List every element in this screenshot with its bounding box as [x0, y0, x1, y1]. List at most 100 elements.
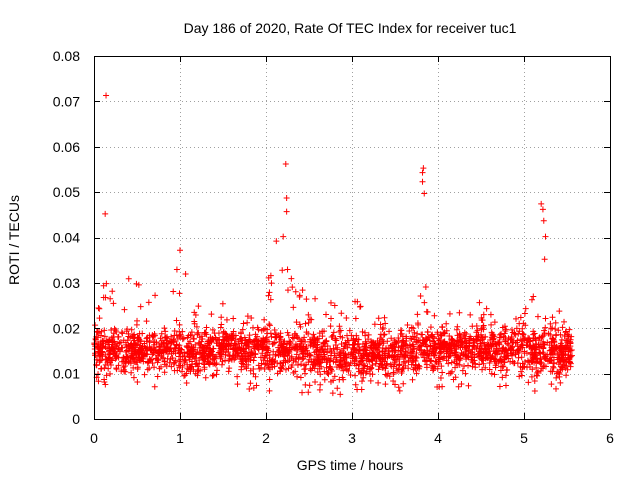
data-point — [467, 350, 474, 357]
data-point — [491, 319, 498, 326]
y-tick-label: 0.03 — [53, 275, 80, 291]
data-point — [473, 345, 480, 352]
data-point — [306, 382, 313, 389]
data-point — [275, 348, 282, 355]
data-point — [323, 311, 330, 318]
data-point — [108, 327, 115, 334]
data-point-outlier — [283, 208, 290, 215]
data-point — [241, 334, 248, 341]
data-point — [519, 330, 526, 337]
data-point — [556, 371, 563, 378]
data-point — [181, 358, 188, 365]
y-tick-label: 0.06 — [53, 139, 80, 155]
data-point — [284, 287, 291, 294]
data-point — [201, 366, 208, 373]
data-point — [125, 275, 132, 282]
data-point — [308, 316, 315, 323]
data-point — [161, 361, 168, 368]
data-point — [280, 359, 287, 366]
data-point — [334, 385, 341, 392]
data-point — [344, 332, 351, 339]
data-point — [116, 340, 123, 347]
data-point — [226, 352, 233, 359]
data-point — [164, 343, 171, 350]
data-point — [157, 344, 164, 351]
data-point — [239, 326, 246, 333]
data-point — [453, 346, 460, 353]
data-point — [312, 378, 319, 385]
data-point — [296, 354, 303, 361]
data-point — [423, 308, 430, 315]
data-point — [382, 345, 389, 352]
data-point — [472, 364, 479, 371]
data-point — [406, 342, 413, 349]
data-point — [443, 320, 450, 327]
data-point — [507, 350, 514, 357]
data-point — [502, 348, 509, 355]
data-point — [550, 359, 557, 366]
data-point — [247, 352, 254, 359]
data-point — [556, 355, 563, 362]
data-point — [267, 296, 274, 303]
data-point — [502, 338, 509, 345]
data-point — [179, 353, 186, 360]
data-point — [260, 343, 267, 350]
data-point — [92, 343, 99, 350]
data-point-outlier — [540, 217, 547, 224]
data-point — [347, 371, 354, 378]
data-point — [299, 337, 306, 344]
data-point — [252, 331, 259, 338]
data-point — [519, 360, 526, 367]
data-point — [491, 371, 498, 378]
data-point — [547, 368, 554, 375]
y-tick-label: 0.01 — [53, 366, 80, 382]
y-tick-label: 0 — [72, 411, 80, 427]
data-point — [529, 358, 536, 365]
data-point — [388, 335, 395, 342]
data-point — [488, 342, 495, 349]
data-point — [459, 344, 466, 351]
data-point — [530, 331, 537, 338]
data-point — [199, 350, 206, 357]
data-point — [302, 353, 309, 360]
data-point — [375, 366, 382, 373]
data-point — [528, 373, 535, 380]
data-point — [390, 370, 397, 377]
data-point — [206, 350, 213, 357]
data-point — [331, 302, 338, 309]
data-point — [305, 359, 312, 366]
data-point — [243, 341, 250, 348]
data-point — [95, 305, 102, 312]
data-point — [297, 374, 304, 381]
data-point — [424, 352, 431, 359]
data-point — [146, 365, 153, 372]
data-point — [266, 387, 273, 394]
data-point — [289, 361, 296, 368]
data-point — [566, 326, 573, 333]
data-point — [549, 325, 556, 332]
data-point — [521, 310, 528, 317]
data-point — [357, 303, 364, 310]
data-point — [366, 366, 373, 373]
data-point — [188, 332, 195, 339]
data-point — [556, 345, 563, 352]
data-point — [303, 329, 310, 336]
data-point — [446, 353, 453, 360]
data-point — [475, 350, 482, 357]
data-point — [244, 319, 251, 326]
data-point — [255, 326, 262, 333]
data-point — [182, 270, 189, 277]
data-point — [518, 368, 525, 375]
data-point — [284, 266, 291, 273]
data-point — [161, 325, 168, 332]
data-point — [106, 354, 113, 361]
data-point — [166, 348, 173, 355]
data-point — [200, 344, 207, 351]
data-point — [326, 357, 333, 364]
data-point — [422, 283, 429, 290]
data-point — [550, 363, 557, 370]
data-point — [453, 360, 460, 367]
data-point — [411, 336, 418, 343]
data-point — [210, 372, 217, 379]
data-point — [360, 351, 367, 358]
